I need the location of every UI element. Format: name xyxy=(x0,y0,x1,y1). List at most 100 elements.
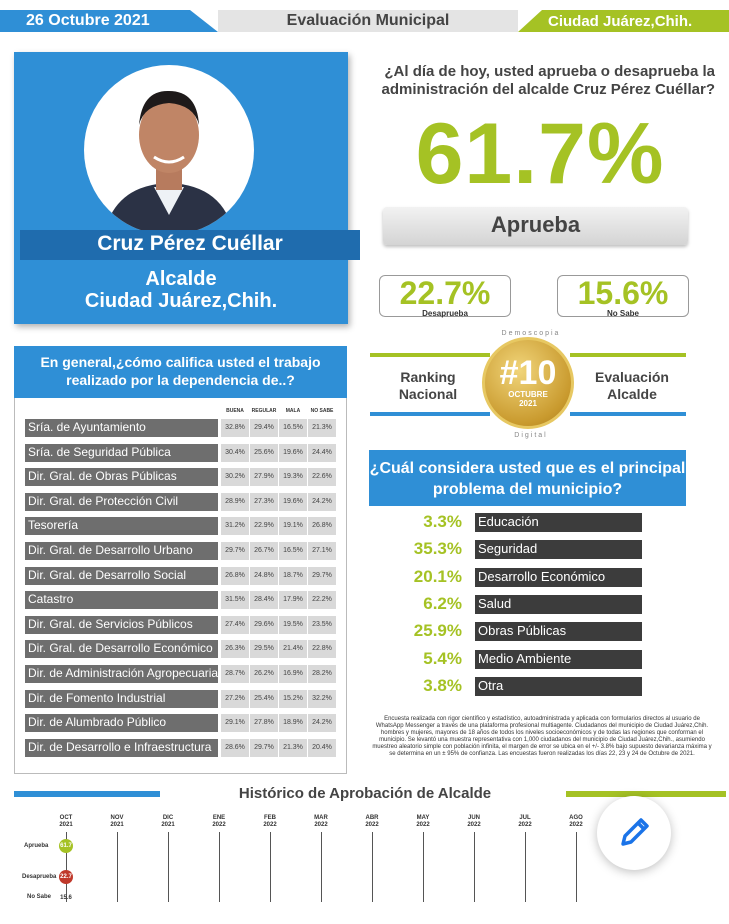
month-year: 2022 xyxy=(569,822,583,828)
row-cell-regular: 29.4% xyxy=(250,419,278,437)
ranking-right-line2: Alcalde xyxy=(607,386,657,402)
row-cell-no-sabe: 23.5% xyxy=(308,615,336,634)
month-gridline xyxy=(576,832,577,902)
ranking-left-text: Ranking Nacional xyxy=(380,369,476,403)
ranking-divider xyxy=(570,353,686,357)
row-cell-no-sabe: 26.8% xyxy=(308,517,336,536)
approve-label: Aprueba xyxy=(383,207,688,245)
ranking-badge: #10 OCTUBRE 2021 xyxy=(482,337,574,429)
row-cell-mala: 15.2% xyxy=(279,689,307,708)
row-cell-regular: 29.5% xyxy=(250,640,278,659)
row-cell-regular: 27.8% xyxy=(250,714,278,733)
problem-label: Otra xyxy=(475,676,642,696)
month-year: 2022 xyxy=(467,822,481,828)
month-gridline xyxy=(321,832,322,902)
ranking-divider xyxy=(370,412,490,416)
table-row: Dir. de Fomento Industrial 27.2% 25.4% 15.2… xyxy=(25,689,336,708)
row-cell-regular: 29.7% xyxy=(250,738,278,757)
col-header-buena: BUENA xyxy=(226,408,244,414)
history-point-no-sabe: 15.6 xyxy=(60,895,72,901)
row-cell-regular: 26.7% xyxy=(250,542,278,560)
month-year: 2021 xyxy=(110,822,124,828)
col-header-regular: REGULAR xyxy=(251,408,277,414)
row-cell-mala: 18.9% xyxy=(279,714,307,733)
row-label: Sría. de Seguridad Pública xyxy=(25,443,218,462)
month-tick-label: MAR 2022 xyxy=(301,815,341,829)
row-label: Dir. Gral. de Desarrollo Social xyxy=(25,566,218,585)
row-cell-no-sabe: 22.2% xyxy=(308,591,336,610)
problem-value: 35.3% xyxy=(413,539,462,559)
badge-number: #10 xyxy=(499,354,557,392)
row-cell-regular: 26.2% xyxy=(250,665,278,683)
row-label: Dir. de Alumbrado Público xyxy=(25,714,218,733)
header-date: 26 Octubre 2021 xyxy=(0,10,218,32)
ranking-divider xyxy=(370,353,490,357)
row-cell-no-sabe: 22.6% xyxy=(308,468,336,487)
row-cell-buena: 31.2% xyxy=(221,517,249,536)
month-tick-label: DIC 2021 xyxy=(148,815,188,829)
pencil-icon xyxy=(621,818,649,846)
history-point-desaprueba: 22.7 xyxy=(59,870,73,884)
row-cell-no-sabe: 28.2% xyxy=(308,665,336,683)
row-cell-buena: 29.7% xyxy=(221,542,249,560)
problem-label: Salud xyxy=(475,594,642,614)
row-cell-mala: 19.5% xyxy=(279,615,307,634)
row-cell-buena: 27.4% xyxy=(221,615,249,634)
row-cell-buena: 30.4% xyxy=(221,443,249,462)
approval-question: ¿Al día de hoy, usted aprueba o desaprue… xyxy=(381,63,715,98)
row-cell-buena: 26.8% xyxy=(221,566,249,585)
header-city: Ciudad Juárez,Chih. xyxy=(518,10,729,32)
problem-row: 20.1% Desarrollo Económico xyxy=(380,567,642,587)
row-cell-buena: 27.2% xyxy=(221,689,249,708)
problem-row: 35.3% Seguridad xyxy=(380,539,642,560)
problem-row: 3.3% Educación xyxy=(380,512,642,532)
row-cell-regular: 27.3% xyxy=(250,492,278,511)
row-cell-mala: 16.9% xyxy=(279,665,307,683)
month-name: ENE xyxy=(212,815,226,821)
row-cell-regular: 27.9% xyxy=(250,468,278,487)
month-name: AGO xyxy=(569,815,583,821)
row-cell-no-sabe: 22.8% xyxy=(308,640,336,659)
edit-fab-button[interactable] xyxy=(597,796,671,870)
row-cell-no-sabe: 24.2% xyxy=(308,492,336,511)
disapprove-box: 22.7% Desaprueba xyxy=(379,275,511,318)
ranking-divider xyxy=(570,412,686,416)
month-name: DIC xyxy=(162,815,174,821)
row-label: Dir. de Fomento Industrial xyxy=(25,689,218,708)
table-row: Dir. de Desarrollo e Infraestructura 28.6… xyxy=(25,738,336,757)
table-row: Sría. de Ayuntamiento 32.8% 29.4% 16.5% 21.3… xyxy=(25,419,336,437)
col-header-nosabe: NO SABE xyxy=(310,408,334,414)
row-cell-regular: 24.8% xyxy=(250,566,278,585)
mayor-photo xyxy=(84,65,254,235)
problem-row: 25.9% Obras Públicas xyxy=(380,621,642,642)
dependencias-frame xyxy=(14,398,347,774)
table-row: Dir. Gral. de Servicios Públicos 27.4% 29.… xyxy=(25,615,336,634)
history-label-desaprueba: Desaprueba xyxy=(22,874,57,880)
row-cell-no-sabe: 21.3% xyxy=(308,419,336,437)
table-row: Dir. de Administración Agropecuaria 28.7%… xyxy=(25,665,336,683)
row-label: Dir. Gral. de Desarrollo Urbano xyxy=(25,542,218,560)
month-year: 2022 xyxy=(416,822,430,828)
row-cell-regular: 25.6% xyxy=(250,443,278,462)
row-cell-buena: 26.3% xyxy=(221,640,249,659)
mayor-role: Alcalde Ciudad Juárez,Chih. xyxy=(14,268,348,312)
month-name: ABR xyxy=(365,815,379,821)
month-year: 2022 xyxy=(212,822,226,828)
month-name: OCT xyxy=(59,815,73,821)
month-gridline xyxy=(270,832,271,902)
unknown-value: 15.6% xyxy=(577,275,669,311)
row-label: Dir. Gral. de Protección Civil xyxy=(25,492,218,511)
row-cell-no-sabe: 20.4% xyxy=(308,738,336,757)
month-gridline xyxy=(474,832,475,902)
row-label: Tesorería xyxy=(25,517,218,536)
month-gridline xyxy=(372,832,373,902)
table-row: Catastro 31.5% 28.4% 17.9% 22.2% xyxy=(25,591,336,610)
month-year: 2021 xyxy=(161,822,175,828)
badge-year: 2021 xyxy=(519,399,537,408)
row-cell-no-sabe: 29.7% xyxy=(308,566,336,585)
row-label: Sría. de Ayuntamiento xyxy=(25,419,218,437)
badge-month: OCTUBRE xyxy=(508,390,548,399)
badge-arc-top: Demoscopia xyxy=(501,330,561,337)
month-tick-label: MAY 2022 xyxy=(403,815,443,829)
month-tick-label: ENE 2022 xyxy=(199,815,239,829)
